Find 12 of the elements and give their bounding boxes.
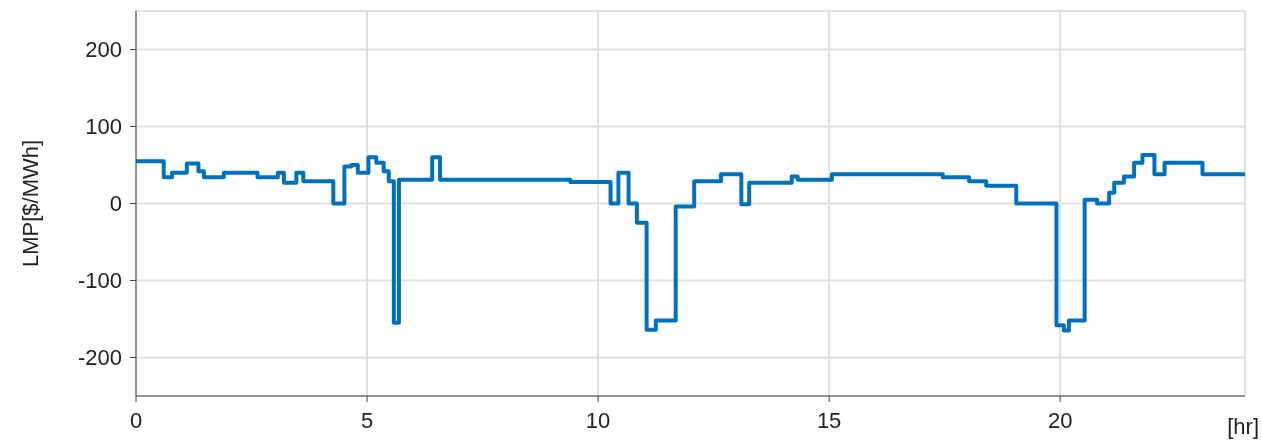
y-tick-label: 100 [85, 114, 122, 140]
y-tick-label: -200 [77, 345, 122, 371]
x-tick-label: 5 [360, 407, 374, 433]
y-tick-label: 200 [85, 37, 122, 63]
y-tick-label: 0 [109, 191, 122, 217]
x-tick-label: 10 [585, 407, 611, 433]
y-tick-label: -100 [77, 268, 122, 294]
x-tick-label: 15 [816, 407, 842, 433]
x-axis-title: [hr] [1227, 414, 1259, 439]
x-tick-label: 0 [129, 407, 143, 433]
x-tick-label: 20 [1047, 407, 1073, 433]
y-axis-title: LMP[$/MWh] [17, 139, 43, 268]
